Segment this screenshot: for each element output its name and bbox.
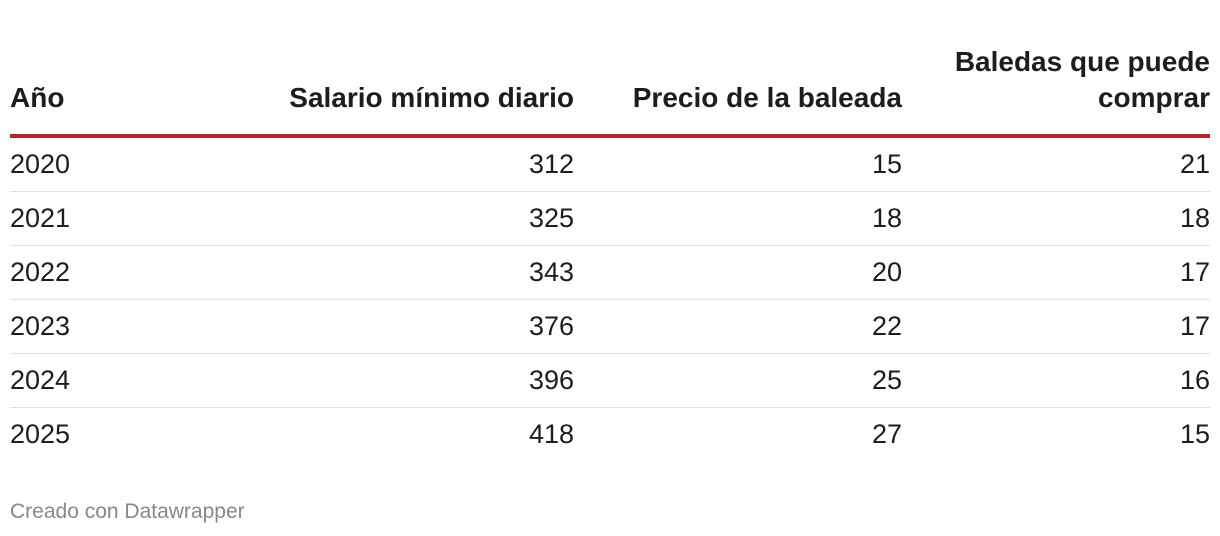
table-cell: 418 (528, 419, 574, 449)
table-cell: 343 (210, 245, 574, 300)
table-row: 2020 312 15 21 (10, 136, 1210, 192)
table-cell: 2022 (10, 245, 210, 300)
table-row: 2021 325 18 18 (10, 191, 1210, 246)
table-row: 2023 376 22 17 (10, 299, 1210, 354)
table-container: Año Salario mínimo diario Precio de la bal… (10, 44, 1210, 461)
table-body: 2020 312 15 21 2021 325 18 18 2022 343 20 17 2023 376… (10, 136, 1210, 461)
table-row: 2022 343 20 17 (10, 245, 1210, 300)
table-cell: 2020 (10, 136, 210, 192)
table-cell: 17 (902, 245, 1210, 300)
table-cell: 18 (574, 191, 902, 246)
table-cell: 27 (871, 419, 902, 449)
footer-credit: Creado con Datawrapper (10, 500, 245, 523)
column-header: Salario mínimo diario (210, 44, 574, 138)
table-cell: 2023 (10, 299, 210, 354)
table-cell: 312 (210, 136, 574, 192)
column-header: Año (10, 44, 210, 138)
table-cell: 20 (574, 245, 902, 300)
table-row: 2024 396 25 16 (10, 353, 1210, 408)
table-cell: 16 (902, 353, 1210, 408)
header-row: Año Salario mínimo diario Precio de la bal… (10, 44, 1210, 138)
table-cell: 396 (210, 353, 574, 408)
table-cell: 25 (574, 353, 902, 408)
column-header: Baledas que puede comprar (902, 44, 1210, 138)
table-cell: 325 (210, 191, 574, 246)
column-header: Precio de la baleada (574, 44, 902, 138)
table-row: 2025 418 27 15 (10, 408, 1210, 462)
table-cell: 2021 (10, 191, 210, 246)
table-cell: 15 (1179, 419, 1210, 449)
table-cell: 21 (902, 136, 1210, 192)
table-cell: 22 (574, 299, 902, 354)
table-cell: 15 (574, 136, 902, 192)
table-cell: 2024 (10, 353, 210, 408)
table-cell: 376 (210, 299, 574, 354)
table-cell: 2025 (10, 419, 71, 449)
table: Año Salario mínimo diario Precio de la bal… (10, 44, 1210, 461)
table-cell: 18 (902, 191, 1210, 246)
table-cell: 17 (902, 299, 1210, 354)
